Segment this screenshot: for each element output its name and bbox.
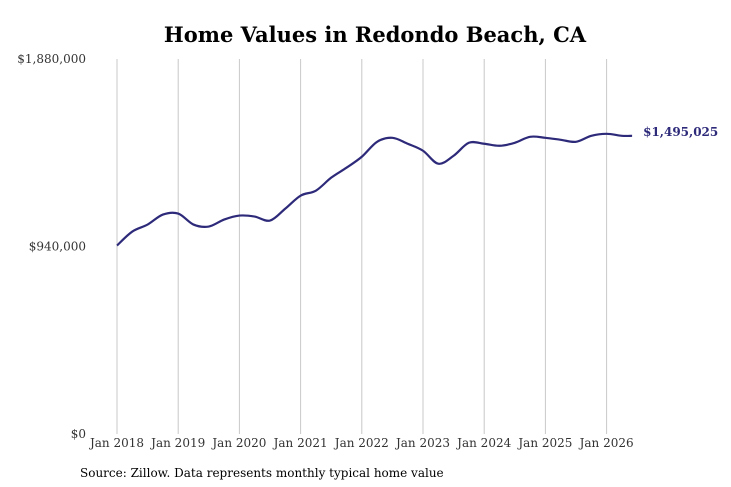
x-axis-tick-labels: Jan 2018 Jan 2019 Jan 2020 Jan 2021 Jan 2022…	[88, 436, 634, 450]
series-end-value-label: $1,495,025	[643, 125, 718, 139]
x-tick-label: Jan 2023	[394, 436, 450, 450]
chart-title: Home Values in Redondo Beach, CA	[164, 22, 587, 47]
y-tick-label: $1,880,000	[17, 52, 86, 66]
x-tick-label: Jan 2025	[516, 436, 572, 450]
x-tick-label: Jan 2021	[272, 436, 328, 450]
grid-lines	[116, 59, 608, 434]
x-tick-label: Jan 2026	[578, 436, 634, 450]
y-tick-label: $940,000	[29, 240, 86, 254]
source-note: Source: Zillow. Data represents monthly …	[80, 466, 444, 480]
x-tick-label: Jan 2022	[333, 436, 389, 450]
x-tick-label: Jan 2024	[455, 436, 511, 450]
series-line	[116, 132, 633, 247]
y-axis-tick-labels: $0 $940,000 $1,880,000	[17, 52, 86, 441]
y-tick-label: $0	[71, 427, 86, 441]
series-group: $1,495,025	[116, 125, 718, 247]
x-tick-label: Jan 2019	[149, 436, 205, 450]
x-tick-label: Jan 2020	[210, 436, 266, 450]
x-tick-label: Jan 2018	[88, 436, 144, 450]
